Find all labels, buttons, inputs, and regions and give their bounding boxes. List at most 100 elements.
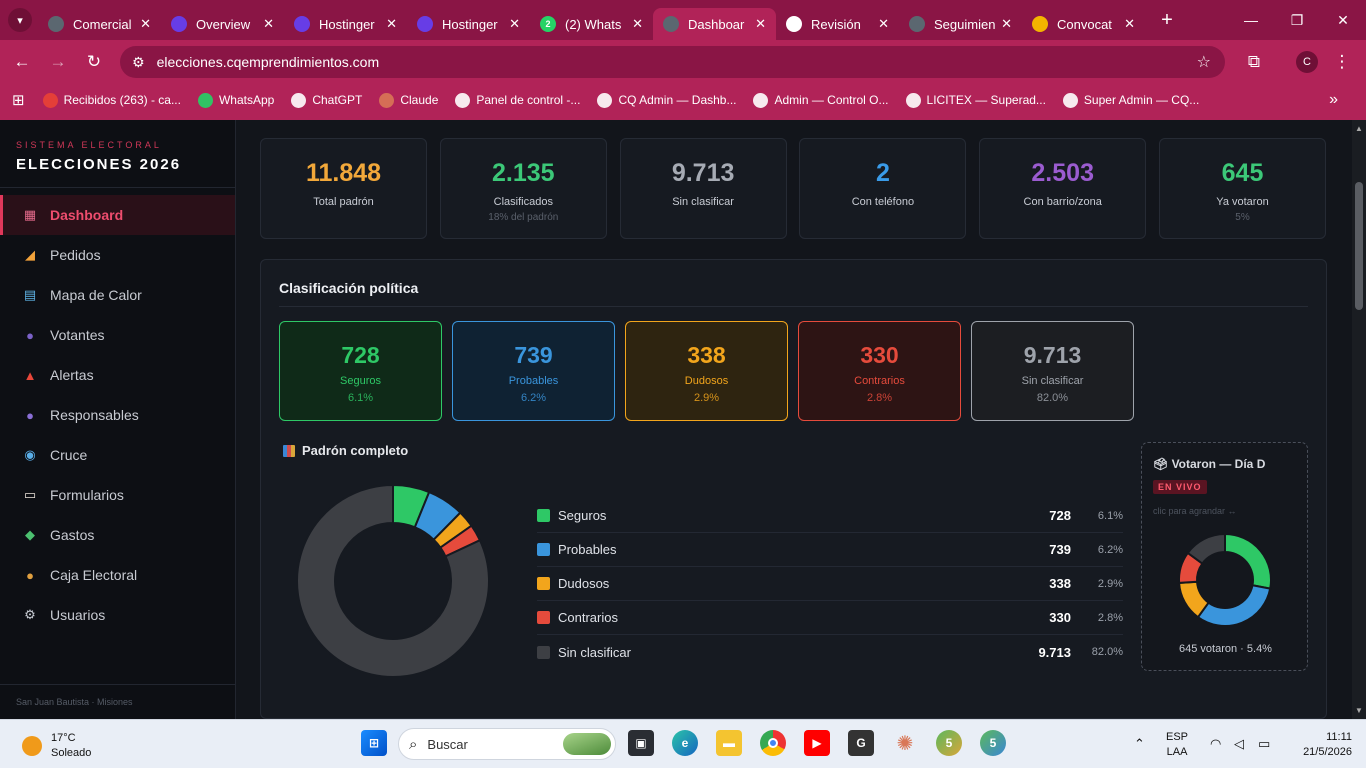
restore-icon[interactable]: ❐ <box>1290 11 1304 28</box>
close-icon[interactable]: ✕ <box>1124 16 1135 31</box>
scroll-up-icon[interactable]: ▲ <box>1355 124 1363 133</box>
volume-icon[interactable]: ◁ <box>1234 736 1244 751</box>
sidebar-item-votantes[interactable]: ● Votantes <box>0 315 235 355</box>
sidebar-item-label: Mapa de Calor <box>50 287 142 303</box>
live-donut-chart[interactable] <box>1177 532 1273 628</box>
sidebar-item-usuarios[interactable]: ⚙ Usuarios <box>0 595 235 635</box>
sidebar-item-responsables[interactable]: ● Responsables <box>0 395 235 435</box>
bookmark-item[interactable]: Claude <box>379 92 438 108</box>
edge-icon[interactable]: e <box>672 730 698 756</box>
browser-tab[interactable]: Comercial ✕ <box>38 8 161 40</box>
donut-slice-sin-clasificar[interactable] <box>1186 532 1226 565</box>
scroll-down-icon[interactable]: ▼ <box>1355 706 1363 715</box>
browser-tab[interactable]: Hostinger ✕ <box>284 8 407 40</box>
back-icon[interactable]: ← <box>13 52 31 71</box>
more-bookmarks-icon[interactable]: » <box>1329 91 1338 108</box>
donut-slice-seguros[interactable] <box>1224 532 1272 590</box>
clock[interactable]: 11:11 21/5/2026 <box>1288 730 1352 760</box>
bookmark-item[interactable]: CQ Admin — Dashb... <box>597 92 736 108</box>
temperature: 17°C <box>51 732 76 744</box>
new-tab-button[interactable]: + <box>1161 8 1173 31</box>
sidebar-item-caja-electoral[interactable]: ● Caja Electoral <box>0 555 235 595</box>
close-icon[interactable]: ✕ <box>263 16 274 31</box>
bookmark-item[interactable]: ChatGPT <box>291 92 362 108</box>
windows-start-icon[interactable]: ⊞ <box>361 730 387 756</box>
sidebar-item-dashboard[interactable]: ▦ Dashboard <box>0 195 235 235</box>
classification-card[interactable]: 330 Contrarios 2.8% <box>798 321 961 421</box>
close-icon[interactable]: ✕ <box>1001 16 1012 31</box>
minimize-icon[interactable]: — <box>1244 12 1258 28</box>
classification-card[interactable]: 338 Dudosos 2.9% <box>625 321 788 421</box>
close-icon[interactable]: ✕ <box>755 16 766 31</box>
classification-label: Seguros <box>340 375 381 387</box>
legend-row: Contrarios 330 2.8% <box>537 601 1123 635</box>
legend-value: 728 <box>1049 508 1071 523</box>
language-indicator[interactable]: ESP LAA <box>1166 730 1188 760</box>
live-vote-card[interactable]: 🗳 Votaron — Día D EN VIVO clic para agra… <box>1141 442 1308 671</box>
app-g-icon[interactable]: G <box>848 730 874 756</box>
tray-chevron-icon[interactable]: ⌃ <box>1134 736 1145 751</box>
close-icon[interactable]: ✕ <box>386 16 397 31</box>
sidebar-item-mapa-de-calor[interactable]: ▤ Mapa de Calor <box>0 275 235 315</box>
close-icon[interactable]: ✕ <box>632 16 643 31</box>
sidebar-item-formularios[interactable]: ▭ Formularios <box>0 475 235 515</box>
apps-grid-icon[interactable]: ⊞ <box>12 92 25 109</box>
scrollbar-thumb[interactable] <box>1355 182 1363 310</box>
browser-tab[interactable]: Seguimien ✕ <box>899 8 1022 40</box>
bookmark-item[interactable]: Panel de control -... <box>455 92 580 108</box>
claude-icon[interactable]: ✺ <box>896 732 914 755</box>
browser-tab[interactable]: Overview ✕ <box>161 8 284 40</box>
app-5-icon[interactable]: 5 <box>936 730 962 756</box>
donut-slice-sin-clasificar[interactable] <box>297 485 489 677</box>
tab-search-icon[interactable]: ▾ <box>8 8 32 32</box>
stat-label: Clasificados <box>493 196 553 208</box>
bookmark-item[interactable]: Admin — Control O... <box>753 92 889 108</box>
classification-card[interactable]: 9.713 Sin clasificar 82.0% <box>971 321 1134 421</box>
forward-icon[interactable]: → <box>49 52 67 71</box>
sidebar-item-cruce[interactable]: ◉ Cruce <box>0 435 235 475</box>
money-bag-icon: ● <box>26 567 34 583</box>
wifi-icon[interactable]: ◠ <box>1210 736 1222 751</box>
bookmark-item[interactable]: Recibidos (263) - ca... <box>42 92 181 108</box>
profile-avatar[interactable]: C <box>1296 51 1318 73</box>
address-bar[interactable]: ⚙ elecciones.cqemprendimientos.com ☆ <box>120 46 1225 78</box>
file-explorer-icon[interactable]: ▬ <box>716 730 742 756</box>
close-window-icon[interactable]: ✕ <box>1337 11 1349 28</box>
chrome-icon[interactable] <box>760 730 786 756</box>
globe-icon <box>597 92 613 108</box>
extensions-icon[interactable]: ⧉ <box>1247 52 1261 71</box>
classification-card[interactable]: 739 Probables 6.2% <box>452 321 615 421</box>
battery-icon[interactable]: ▭ <box>1258 736 1271 751</box>
close-icon[interactable]: ✕ <box>140 16 151 31</box>
legend-value: 338 <box>1049 576 1071 591</box>
sidebar-item-alertas[interactable]: ▲ Alertas <box>0 355 235 395</box>
bookmark-item[interactable]: Super Admin — CQ... <box>1062 92 1199 108</box>
site-settings-icon[interactable]: ⚙ <box>132 53 145 70</box>
youtube-icon[interactable]: ▶ <box>804 730 830 756</box>
menu-icon[interactable]: ⋮ <box>1333 52 1351 71</box>
taskbar-search[interactable]: ⌕ Buscar <box>398 728 616 760</box>
donut-slice-probables[interactable] <box>1196 584 1272 627</box>
bookmark-star-icon[interactable]: ☆ <box>1196 54 1211 71</box>
close-icon[interactable]: ✕ <box>509 16 520 31</box>
app-5b-icon[interactable]: 5 <box>980 730 1006 756</box>
sidebar-item-pedidos[interactable]: ◢ Pedidos <box>0 235 235 275</box>
bookmark-item[interactable]: LICITEX — Superad... <box>905 92 1046 108</box>
reload-icon[interactable]: ↻ <box>86 52 102 71</box>
browser-tab[interactable]: Dashboar ✕ <box>653 8 776 40</box>
browser-tab[interactable]: Hostinger ✕ <box>407 8 530 40</box>
close-icon[interactable]: ✕ <box>878 16 889 31</box>
browser-tab[interactable]: Convocat ✕ <box>1022 8 1145 40</box>
weather-widget[interactable]: 17°C Soleado <box>22 731 91 761</box>
task-view-icon[interactable]: ▣ <box>628 730 654 756</box>
browser-tab[interactable]: Revisión ✕ <box>776 8 899 40</box>
classification-card[interactable]: 728 Seguros 6.1% <box>279 321 442 421</box>
sidebar-item-gastos[interactable]: ◆ Gastos <box>0 515 235 555</box>
browser-tab[interactable]: 2 (2) Whats ✕ <box>530 8 653 40</box>
legend-swatch <box>537 577 550 590</box>
page-scrollbar[interactable]: ▲ ▼ <box>1352 120 1366 719</box>
bookmark-item[interactable]: WhatsApp <box>197 92 274 108</box>
stat-value: 11.848 <box>305 159 382 187</box>
tab-label: Dashboar <box>688 16 745 32</box>
stat-label: Sin clasificar <box>672 196 734 208</box>
